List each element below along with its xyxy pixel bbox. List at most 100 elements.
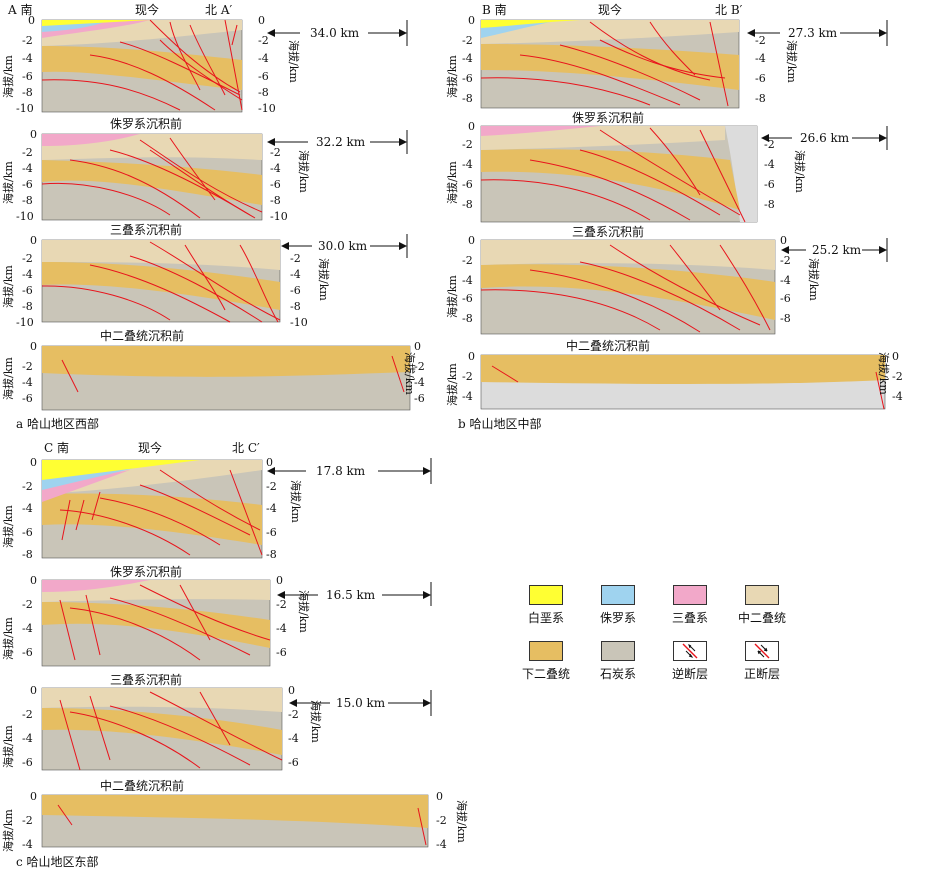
tick: -4 — [290, 268, 301, 281]
tick: -10 — [290, 316, 308, 329]
tick: -6 — [462, 72, 473, 85]
width-label: 34.0 km — [310, 26, 360, 40]
tick: 0 — [468, 14, 475, 27]
tick: -10 — [16, 316, 34, 329]
legend-label: 中二叠统 — [737, 611, 786, 625]
tick: -10 — [16, 210, 34, 223]
tick: -2 — [755, 34, 766, 47]
tick: 0 — [468, 120, 475, 133]
width-label: 27.3 km — [788, 26, 838, 40]
width-label: 30.0 km — [318, 239, 368, 253]
tick: -10 — [16, 102, 34, 115]
y-axis-title: 海拔/km — [403, 352, 417, 395]
y-axis-title: 海拔/km — [785, 40, 799, 83]
tick: -8 — [258, 86, 269, 99]
legend-item-normal-fault: 正断层 — [731, 641, 793, 682]
pre-jurassic-title-c: 侏罗系沉积前 — [110, 564, 182, 579]
pre-mid-permian-title-a: 中二叠统沉积前 — [100, 328, 184, 343]
y-axis-title: 海拔/km — [445, 363, 459, 406]
tick: -6 — [22, 756, 33, 769]
legend-item-mid-permian: 中二叠统 — [731, 585, 793, 626]
panel-a-left-label: A 南 — [7, 2, 32, 17]
panel-b-right-label: 北 B′ — [715, 3, 743, 17]
pre-jurassic-title-a: 侏罗系沉积前 — [110, 116, 182, 131]
tick: -4 — [22, 376, 33, 389]
section-b-pre-jurassic — [480, 125, 758, 223]
y-axis-title: 海拔/km — [297, 150, 311, 193]
panel-c-right-label: 北 C′ — [232, 441, 260, 455]
caption-a: a 哈山地区西部 — [16, 416, 99, 431]
tick: -2 — [22, 814, 33, 827]
tick: -8 — [764, 198, 775, 211]
tick: -4 — [22, 502, 33, 515]
panel-b — [480, 19, 886, 410]
y-axis-title: 海拔/km — [1, 505, 15, 548]
cretaceous-swatch — [529, 585, 563, 605]
tick: -6 — [266, 526, 277, 539]
tick: -6 — [764, 178, 775, 191]
tick: -10 — [258, 102, 276, 115]
width-markers — [267, 20, 888, 716]
tick: -2 — [780, 254, 791, 267]
pre-triassic-title-c: 三叠系沉积前 — [110, 672, 182, 687]
tick: -2 — [22, 598, 33, 611]
tick: 0 — [468, 350, 475, 363]
y-axis-title: 海拔/km — [793, 150, 807, 193]
tick: -2 — [462, 370, 473, 383]
reverse-fault-icon — [673, 641, 707, 661]
panel-a-right-label: 北 A′ — [205, 3, 232, 17]
panel-b-left-label: B 南 — [482, 2, 507, 17]
tick: -4 — [288, 732, 299, 745]
tick: 0 — [30, 128, 37, 141]
tick: -2 — [462, 138, 473, 151]
section-c-pre-triassic — [41, 687, 283, 771]
legend-item-triassic: 三叠系 — [659, 585, 721, 626]
legend-label: 石炭系 — [599, 667, 636, 681]
tick: 0 — [30, 790, 37, 803]
y-axis-title: 海拔/km — [807, 258, 821, 301]
pre-mid-permian-title-b: 中二叠统沉积前 — [566, 338, 650, 353]
tick: 0 — [30, 340, 37, 353]
captions: a 哈山地区西部 b 哈山地区中部 c 哈山地区东部 — [16, 416, 542, 869]
pre-triassic-title-b: 三叠系沉积前 — [572, 224, 644, 239]
tick: -4 — [22, 52, 33, 65]
tick: 0 — [30, 684, 37, 697]
tick: -2 — [764, 138, 775, 151]
tick: 0 — [258, 14, 265, 27]
tick: -8 — [270, 194, 281, 207]
jurassic-swatch — [601, 585, 635, 605]
tick: -6 — [288, 756, 299, 769]
tick: 0 — [266, 456, 273, 469]
present-title-c: 现今 — [138, 440, 162, 455]
tick: 0 — [436, 790, 443, 803]
tick: -6 — [22, 646, 33, 659]
tick: -8 — [780, 312, 791, 325]
tick: -6 — [290, 284, 301, 297]
y-axis-title: 海拔/km — [289, 480, 303, 523]
tick: -2 — [288, 708, 299, 721]
y-axis-title: 海拔/km — [1, 55, 15, 98]
tick: -6 — [755, 72, 766, 85]
tick: -6 — [22, 70, 33, 83]
legend-item-cretaceous: 白垩系 — [515, 585, 577, 626]
pre-jurassic-title-b: 侏罗系沉积前 — [572, 110, 644, 125]
triassic-swatch — [673, 585, 707, 605]
tick: -8 — [22, 548, 33, 561]
legend-label: 逆断层 — [671, 667, 708, 681]
section-b-present — [480, 19, 740, 109]
caption-b: b 哈山地区中部 — [458, 416, 542, 431]
tick: -10 — [270, 210, 288, 223]
tick: -6 — [462, 292, 473, 305]
pre-mid-permian-title-c: 中二叠统沉积前 — [100, 778, 184, 793]
y-axis-title: 海拔/km — [309, 700, 323, 743]
legend-item-carboniferous: 石炭系 — [587, 641, 649, 682]
section-b-pre-mid-permian — [480, 354, 886, 410]
tick: -2 — [276, 598, 287, 611]
tick: -4 — [414, 376, 425, 389]
tick: -2 — [892, 370, 903, 383]
present-title-a: 现今 — [135, 2, 159, 17]
tick: -8 — [462, 312, 473, 325]
reverse-fault-symbol — [682, 643, 698, 659]
section-c-present — [41, 459, 263, 559]
